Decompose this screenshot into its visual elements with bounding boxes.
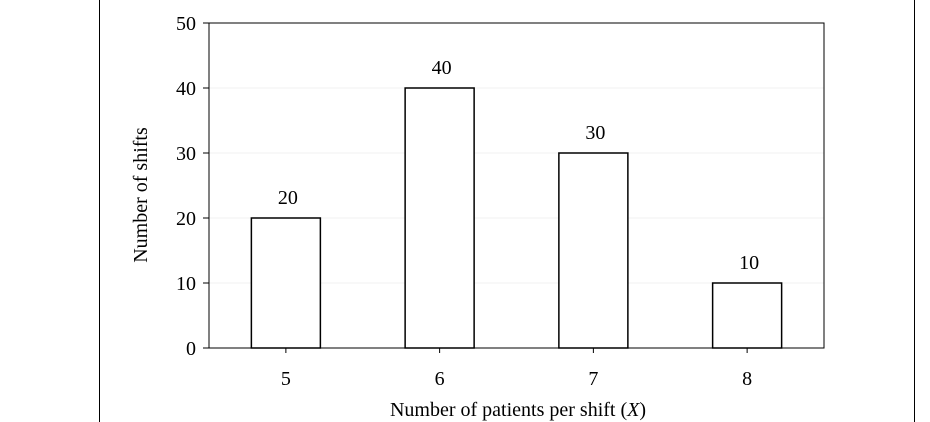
x-axis: 5 6 7 8 (281, 348, 752, 390)
data-label: 20 (278, 187, 298, 209)
x-axis-title-variable: X (626, 399, 640, 421)
y-axis: 0 10 20 30 40 50 (176, 13, 209, 360)
right-frame-border (914, 0, 915, 422)
y-tick-label: 0 (186, 338, 196, 360)
x-tick-label: 8 (742, 368, 752, 390)
x-axis-title-prefix: Number of patients per shift ( (390, 399, 627, 421)
y-axis-title: Number of shifts (130, 127, 152, 263)
x-axis-title: Number of patients per shift (X) (390, 399, 646, 421)
y-tick-label: 50 (176, 13, 196, 35)
left-frame-border (99, 0, 100, 422)
x-tick-label: 5 (281, 368, 291, 390)
bar (711, 282, 783, 349)
y-tick-label: 10 (176, 273, 196, 295)
data-labels: 20 40 30 10 (278, 57, 759, 274)
x-tick-label: 6 (435, 368, 445, 390)
bars (250, 87, 783, 349)
y-tick-label: 30 (176, 143, 196, 165)
y-tick-label: 40 (176, 78, 196, 100)
plot-area-frame (208, 22, 825, 349)
y-tick-label: 20 (176, 208, 196, 230)
data-label: 40 (432, 57, 452, 79)
bar (404, 87, 475, 349)
bar (250, 217, 322, 349)
x-tick-label: 7 (588, 368, 598, 390)
bar (558, 152, 629, 349)
data-label: 30 (585, 122, 605, 144)
data-label: 10 (739, 252, 759, 274)
x-axis-title-suffix: ) (639, 399, 646, 421)
